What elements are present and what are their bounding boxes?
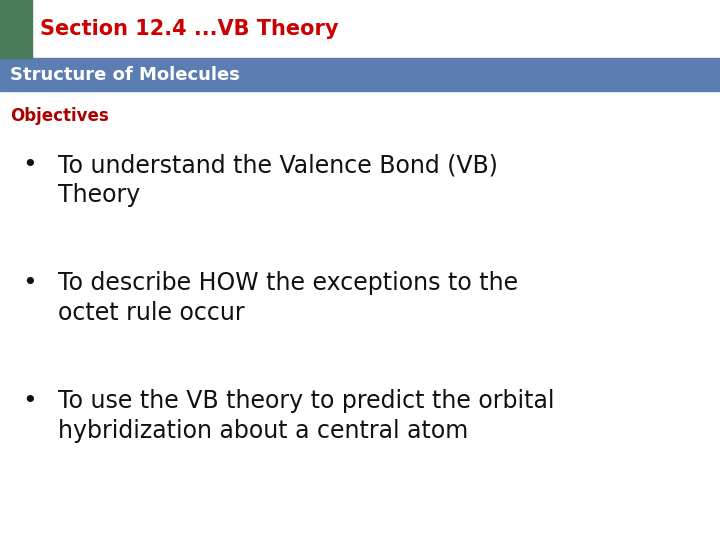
Bar bbox=[0, 0, 720, 58]
Text: •: • bbox=[22, 389, 37, 413]
Bar bbox=[0, 0, 32, 58]
Text: To describe HOW the exceptions to the
octet rule occur: To describe HOW the exceptions to the oc… bbox=[58, 271, 518, 325]
Text: Objectives: Objectives bbox=[10, 107, 109, 125]
Text: •: • bbox=[22, 271, 37, 295]
Text: To understand the Valence Bond (VB)
Theory: To understand the Valence Bond (VB) Theo… bbox=[58, 153, 498, 207]
Text: •: • bbox=[22, 153, 37, 177]
Bar bbox=[0, 58, 720, 91]
Text: To use the VB theory to predict the orbital
hybridization about a central atom: To use the VB theory to predict the orbi… bbox=[58, 389, 554, 443]
Text: Section 12.4 ...VB Theory: Section 12.4 ...VB Theory bbox=[40, 19, 338, 39]
Text: Structure of Molecules: Structure of Molecules bbox=[10, 65, 240, 84]
